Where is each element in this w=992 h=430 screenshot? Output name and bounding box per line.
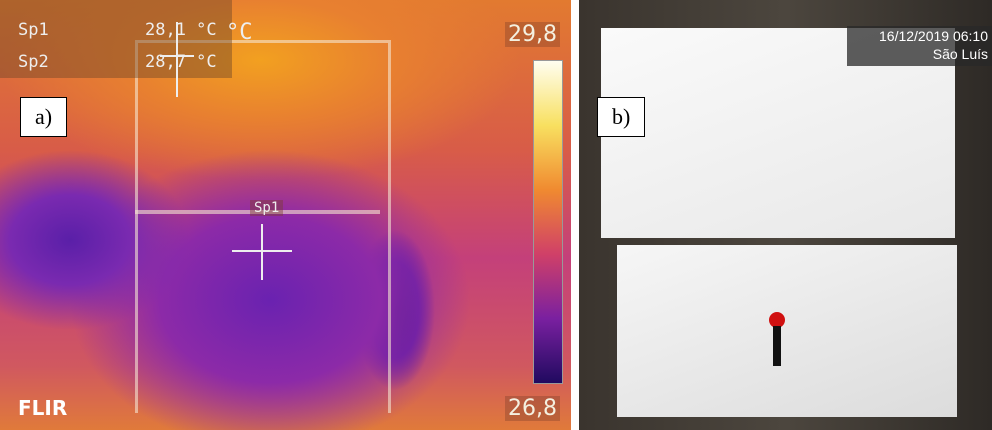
panel-label: b) <box>597 97 645 137</box>
brand-logo: FLIR <box>18 396 67 420</box>
tile-lower <box>617 245 957 417</box>
panel-label: a) <box>20 97 67 137</box>
crosshair <box>176 22 178 97</box>
crosshair <box>261 224 263 280</box>
spot-value: 28,1 °C <box>145 20 217 40</box>
spot-name: Sp1 <box>18 20 49 40</box>
color-scale <box>533 60 563 384</box>
panel-outline <box>135 40 391 413</box>
photo: 16/12/2019 06:10 São Luís b) <box>579 0 992 430</box>
spot-name: Sp2 <box>18 52 49 72</box>
timestamp: 16/12/2019 06:10 <box>879 28 988 44</box>
crosshair <box>160 55 194 57</box>
scale-min: 26,8 <box>505 396 560 421</box>
unit: °C <box>226 20 253 45</box>
location: São Luís <box>933 46 988 62</box>
scale-max: 29,8 <box>505 22 560 47</box>
valve-body <box>773 326 781 366</box>
page: Sp1 28,1 °C Sp2 28,7 °C °C a) Sp1 29,8 2… <box>0 0 992 430</box>
spot-label: Sp1 <box>250 200 283 216</box>
crosshair <box>232 250 292 252</box>
thermal-image: Sp1 28,1 °C Sp2 28,7 °C °C a) Sp1 29,8 2… <box>0 0 571 430</box>
